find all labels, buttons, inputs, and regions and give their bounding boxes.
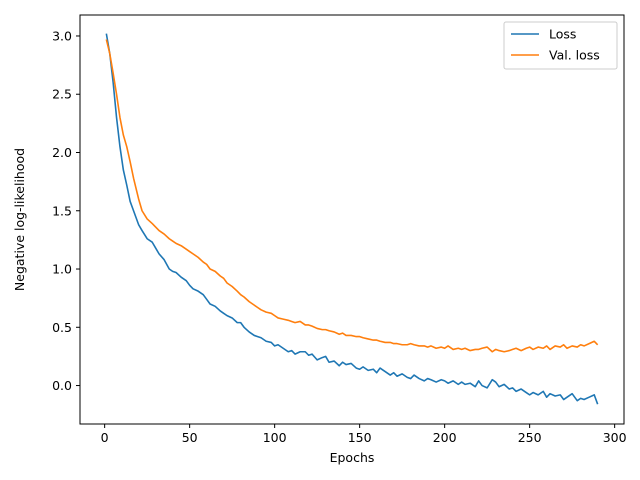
x-tick-label: 200 xyxy=(433,430,457,445)
series-line-loss xyxy=(105,33,599,405)
y-tick-label: 0.0 xyxy=(52,378,72,393)
series-layer xyxy=(105,33,599,405)
x-axis-ticks: 0 50 100 150 200 250 300 xyxy=(101,424,627,445)
x-tick-label: 0 xyxy=(101,430,109,445)
y-tick-label: 3.0 xyxy=(52,28,72,43)
x-tick-label: 100 xyxy=(263,430,287,445)
legend-label-loss: Loss xyxy=(549,27,576,42)
axes-frame xyxy=(79,14,625,425)
y-axis-ticks: 0.0 0.5 1.0 1.5 2.0 2.5 3.0 xyxy=(52,28,80,393)
series-line-val-loss xyxy=(105,39,599,353)
y-tick-label: 2.0 xyxy=(52,145,72,160)
x-tick-label: 300 xyxy=(603,430,627,445)
y-axis-title: Negative log-likelihood xyxy=(12,148,27,291)
x-axis-title: Epochs xyxy=(330,450,375,465)
x-tick-label: 50 xyxy=(182,430,198,445)
y-tick-label: 1.0 xyxy=(52,262,72,277)
legend: Loss Val. loss xyxy=(503,21,618,70)
y-tick-label: 1.5 xyxy=(52,203,72,218)
x-tick-label: 150 xyxy=(348,430,372,445)
y-tick-label: 0.5 xyxy=(52,320,72,335)
y-tick-label: 2.5 xyxy=(52,87,72,102)
x-tick-label: 250 xyxy=(518,430,542,445)
legend-label-val-loss: Val. loss xyxy=(549,48,600,63)
